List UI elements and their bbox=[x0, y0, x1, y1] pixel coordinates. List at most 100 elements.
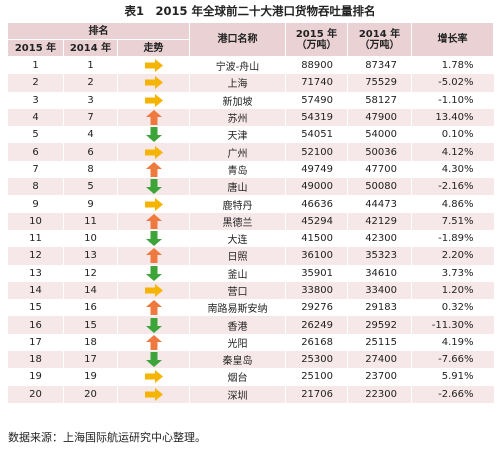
table-cell: -1.10% bbox=[411, 91, 494, 109]
table-cell: 12 bbox=[63, 264, 118, 282]
table-cell: 14 bbox=[63, 281, 118, 300]
table-cell: 宁波-舟山 bbox=[189, 56, 286, 75]
trend-arrow bbox=[145, 127, 162, 143]
trend-icon bbox=[144, 93, 163, 107]
table-cell: 25100 bbox=[285, 368, 348, 386]
table-cell: 11 bbox=[7, 229, 64, 248]
trend-icon bbox=[145, 317, 162, 333]
table-cell: 16 bbox=[7, 316, 64, 334]
table-row: 13 12 釜山 35901 34610 3.73% bbox=[7, 264, 494, 282]
table-cell: 1.20% bbox=[411, 281, 494, 300]
table-cell: 29592 bbox=[347, 316, 412, 334]
table-row: 14 14 营口 33800 33400 1.20% bbox=[7, 281, 494, 300]
table-cell: 10 bbox=[7, 212, 64, 230]
table-title: 表1 2015 年全球前二十大港口货物吞吐量排名 bbox=[124, 4, 376, 18]
trend-cell bbox=[117, 91, 190, 109]
header-cell: 走势 bbox=[117, 39, 190, 57]
trend-icon bbox=[145, 231, 162, 247]
table-cell: 33400 bbox=[347, 281, 412, 300]
table-cell: 1.78% bbox=[411, 56, 494, 75]
table-cell: 3 bbox=[7, 91, 64, 109]
table-cell: 7 bbox=[63, 108, 118, 127]
table-cell: 49749 bbox=[285, 160, 348, 179]
table-cell: 42129 bbox=[347, 212, 412, 230]
table-cell: 6 bbox=[7, 143, 64, 161]
trend-cell bbox=[117, 368, 190, 386]
table-row: 20 20 深圳 21706 22300 -2.66% bbox=[7, 385, 494, 403]
table-row: 1 1 宁波-舟山 88900 87347 1.78% bbox=[7, 56, 494, 75]
table-cell: 4.12% bbox=[411, 143, 494, 161]
table-row: 17 18 光阳 26168 25115 4.19% bbox=[7, 333, 494, 352]
table-row: 5 4 天津 54051 54000 0.10% bbox=[7, 126, 494, 144]
trend-icon bbox=[145, 248, 162, 264]
header-text: 2014 年 bbox=[358, 28, 401, 40]
table-cell: 釜山 bbox=[189, 264, 286, 282]
table-cell: 1 bbox=[63, 56, 118, 75]
trend-cell bbox=[117, 56, 190, 75]
table-cell: 10 bbox=[63, 229, 118, 248]
table-cell: 18 bbox=[63, 333, 118, 352]
header-cell: 排名 bbox=[7, 22, 190, 40]
table-cell: 15 bbox=[7, 299, 64, 317]
table-row: 7 8 青岛 49749 47700 4.30% bbox=[7, 160, 494, 179]
trend-cell bbox=[117, 229, 190, 248]
table-cell: 4.19% bbox=[411, 333, 494, 352]
trend-arrow bbox=[145, 161, 162, 177]
table-cell: 47900 bbox=[347, 108, 412, 127]
table-cell: 29183 bbox=[347, 299, 412, 317]
table-cell: 46636 bbox=[285, 195, 348, 213]
ranking-table: 排名 港口名称 2015 年（万吨） 2014 年（万吨） 增长率 2015 年… bbox=[7, 22, 494, 403]
table-row: 16 15 香港 26249 29592 -11.30% bbox=[7, 316, 494, 334]
table-cell: 20 bbox=[63, 385, 118, 403]
trend-arrow bbox=[144, 145, 163, 159]
table-row: 10 11 黑德兰 45294 42129 7.51% bbox=[7, 212, 494, 230]
trend-arrow bbox=[144, 59, 163, 73]
trend-arrow bbox=[145, 334, 162, 350]
table-row: 4 7 苏州 54319 47900 13.40% bbox=[7, 108, 494, 127]
trend-arrow bbox=[144, 284, 163, 297]
table-cell: 12 bbox=[7, 247, 64, 265]
table-cell: 新加坡 bbox=[189, 91, 286, 109]
table-cell: 23700 bbox=[347, 368, 412, 386]
table-cell: 87347 bbox=[347, 56, 412, 75]
table-cell: 4 bbox=[7, 108, 64, 127]
trend-icon bbox=[145, 213, 162, 229]
table-cell: -2.16% bbox=[411, 178, 494, 196]
table-cell: 58127 bbox=[347, 91, 412, 109]
table-cell: 3.73% bbox=[411, 264, 494, 282]
trend-icon bbox=[145, 110, 162, 126]
table-cell: 5 bbox=[7, 126, 64, 144]
trend-icon bbox=[145, 334, 162, 350]
table-row: 12 13 日照 36100 35323 2.20% bbox=[7, 247, 494, 265]
table-cell: 34610 bbox=[347, 264, 412, 282]
table-cell: 青岛 bbox=[189, 160, 286, 179]
table-cell: 14 bbox=[7, 281, 64, 300]
table-cell: -1.89% bbox=[411, 229, 494, 248]
table-cell: 南路易斯安纳 bbox=[189, 299, 286, 317]
trend-arrow bbox=[145, 352, 162, 368]
table-cell: 烟台 bbox=[189, 368, 286, 386]
table-body: 1 1 宁波-舟山 88900 87347 1.78% 2 2 上海 71740 75529 -5.0… bbox=[7, 56, 494, 403]
table-cell: 75529 bbox=[347, 74, 412, 92]
trend-icon bbox=[145, 300, 162, 316]
trend-cell bbox=[117, 247, 190, 265]
table-row: 9 9 鹿特丹 46636 44473 4.86% bbox=[7, 195, 494, 213]
table-cell: 大连 bbox=[189, 229, 286, 248]
trend-arrow bbox=[144, 93, 163, 107]
table-cell: 17 bbox=[7, 333, 64, 352]
table-cell: 19 bbox=[7, 368, 64, 386]
trend-cell bbox=[117, 195, 190, 213]
header-text: （万吨） bbox=[296, 39, 337, 51]
trend-arrow bbox=[145, 300, 162, 316]
table-cell: 天津 bbox=[189, 126, 286, 144]
table-cell: 3 bbox=[63, 91, 118, 109]
table-cell: 16 bbox=[63, 299, 118, 317]
table-cell: 45294 bbox=[285, 212, 348, 230]
table-row: 11 10 大连 41500 42300 -1.89% bbox=[7, 229, 494, 248]
table-cell: 2.20% bbox=[411, 247, 494, 265]
table-cell: 4.86% bbox=[411, 195, 494, 213]
table-cell: 20 bbox=[7, 385, 64, 403]
table-cell: 5.91% bbox=[411, 368, 494, 386]
table-row: 8 5 唐山 49000 50080 -2.16% bbox=[7, 178, 494, 196]
header-cell: 港口名称 bbox=[189, 22, 286, 57]
